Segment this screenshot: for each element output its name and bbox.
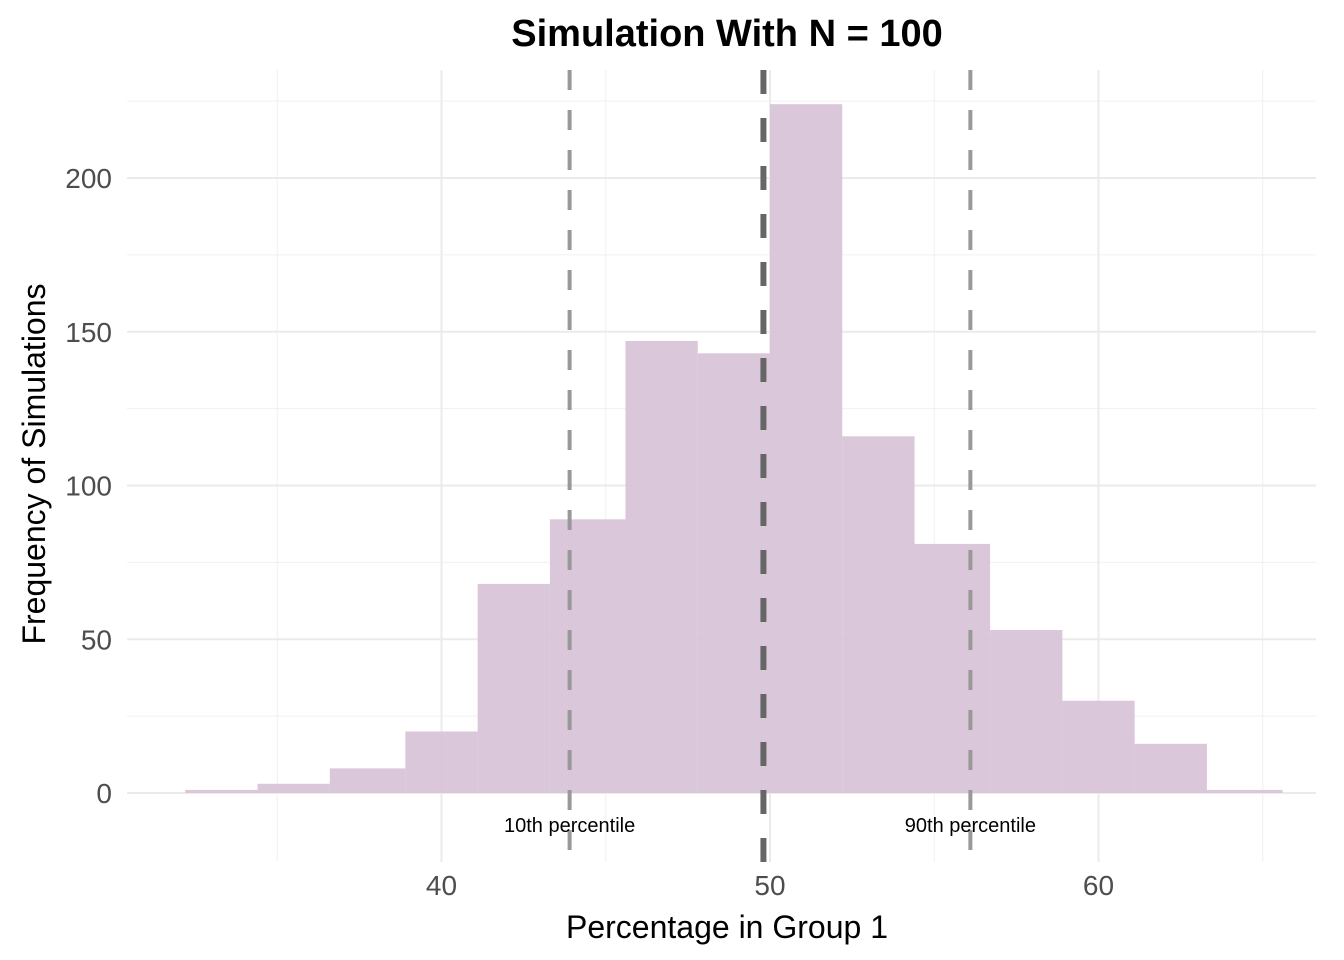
histogram-bars — [185, 104, 1283, 793]
x-tick-label: 50 — [754, 870, 785, 901]
x-tick-label: 40 — [426, 870, 457, 901]
histogram-bar — [1206, 789, 1283, 793]
y-axis-ticks: 0 50 100 150 200 — [65, 163, 112, 809]
y-tick-label: 200 — [65, 163, 112, 194]
percentile-lines — [567, 70, 973, 862]
x-tick-label: 60 — [1083, 870, 1114, 901]
y-tick-label: 0 — [96, 778, 112, 809]
histogram-bar — [549, 519, 626, 793]
y-tick-label: 100 — [65, 471, 112, 502]
histogram-bar — [405, 731, 478, 793]
histogram-bar — [625, 340, 698, 793]
annotation-10th-percentile: 10th percentile — [504, 815, 635, 837]
histogram-bar — [329, 768, 406, 793]
histogram-bar — [697, 353, 770, 793]
y-tick-label: 150 — [65, 317, 112, 348]
histogram-bar — [842, 436, 915, 793]
y-axis-title: Frequency of Simulations — [16, 283, 52, 644]
x-axis-title: Percentage in Group 1 — [566, 909, 888, 945]
histogram-bar — [770, 104, 843, 793]
x-axis-ticks: 40 50 60 — [426, 870, 1114, 901]
histogram-bar — [1134, 743, 1207, 793]
annotation-90th-percentile: 90th percentile — [905, 815, 1036, 837]
y-tick-label: 50 — [81, 624, 112, 655]
histogram-bar — [914, 543, 991, 793]
histogram-bar — [1062, 700, 1135, 793]
histogram-bar — [477, 583, 550, 793]
chart-title: Simulation With N = 100 — [511, 13, 942, 55]
histogram-bar — [257, 783, 330, 793]
histogram-bar — [185, 789, 258, 793]
histogram-bar — [990, 630, 1063, 793]
annotations: 10th percentile 90th percentile — [504, 815, 1036, 837]
